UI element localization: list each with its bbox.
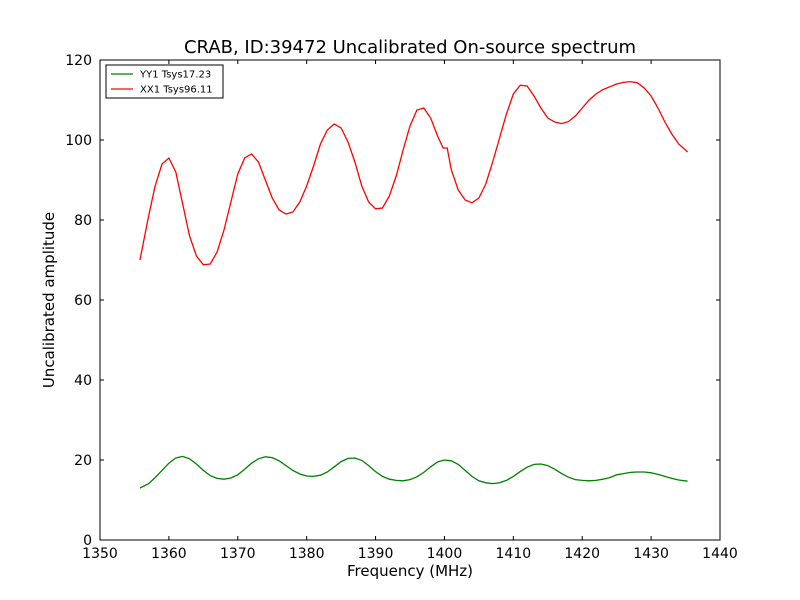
x-tick-label-8: 1430	[633, 546, 669, 562]
legend: YY1 Tsys17.23 XX1 Tsys96.11	[105, 64, 224, 99]
legend-label-1: XX1 Tsys96.11	[140, 85, 213, 96]
legend-box	[105, 64, 224, 99]
x-tick-label-5: 1400	[427, 546, 463, 562]
y-tick-label-1: 20	[74, 453, 92, 469]
x-tick-label-1: 1360	[151, 546, 187, 562]
y-tick-label-2: 40	[74, 373, 92, 389]
chart-title: CRAB, ID:39472 Uncalibrated On-source sp…	[184, 37, 636, 58]
legend-label-0: YY1 Tsys17.23	[139, 70, 211, 81]
x-tick-label-7: 1420	[564, 546, 600, 562]
axis-ticks	[99, 59, 721, 541]
series-line-0	[139, 455, 688, 489]
tick-labels: 1350 1360 1370 1380 1390 1400 1410 1420 1430 1440…	[65, 53, 738, 562]
y-tick-label-5: 100	[65, 133, 92, 149]
y-tick-label-6: 120	[65, 53, 92, 69]
plot-area	[139, 80, 689, 489]
x-tick-label-2: 1370	[220, 546, 256, 562]
y-tick-label-4: 80	[74, 213, 92, 229]
x-tick-label-3: 1380	[289, 546, 325, 562]
x-tick-label-9: 1440	[702, 546, 738, 562]
y-tick-label-3: 60	[74, 293, 92, 309]
x-axis-label: Frequency (MHz)	[347, 562, 473, 580]
x-tick-label-6: 1410	[496, 546, 532, 562]
x-tick-label-0: 1350	[82, 546, 118, 562]
series-line-1	[139, 80, 689, 266]
x-tick-label-4: 1390	[358, 546, 394, 562]
y-axis-label: Uncalibrated amplitude	[40, 212, 58, 388]
y-tick-label-0: 0	[83, 533, 92, 549]
